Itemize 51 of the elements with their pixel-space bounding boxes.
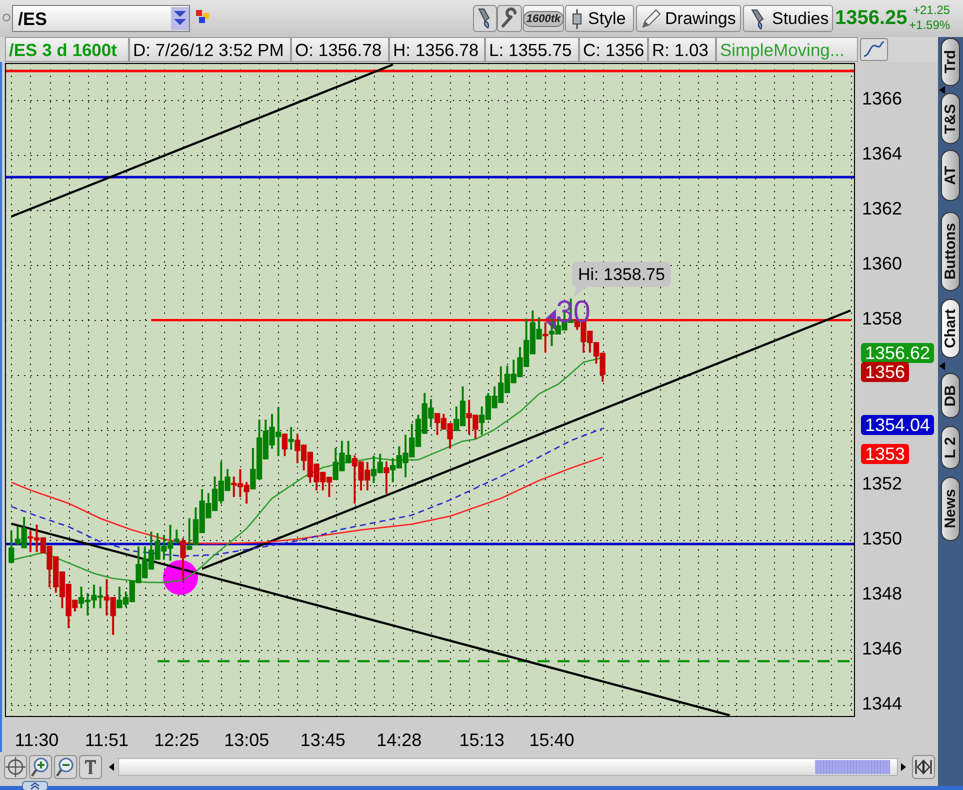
x-tick-label: 13:45 <box>300 730 346 750</box>
side-tab: Trd <box>941 38 960 86</box>
legend-label: SimpleMoving... <box>720 40 844 61</box>
y-tick-label: 1360 <box>862 254 902 274</box>
side-tab: DB <box>941 373 960 418</box>
y-tick-label: 1350 <box>862 528 902 549</box>
side-tab: AT <box>941 150 960 201</box>
text: 1356.62 <box>861 343 934 363</box>
symbol-field: /ES <box>12 5 190 32</box>
info-cell: D: 7/26/12 3:52 PM <box>129 37 291 62</box>
x-tick-label: 11:51 <box>84 730 129 750</box>
x-tick-label: 14:28 <box>376 730 422 750</box>
text: 1356 <box>861 362 910 382</box>
y-tick-label: 1366 <box>862 88 902 109</box>
text: 1356.25 <box>835 7 908 29</box>
toolbar-button: Style <box>565 5 634 32</box>
annotation: Hi: 1358.75 <box>578 264 665 286</box>
side-tab: Buttons <box>941 212 960 291</box>
toolbar-button: Drawings <box>636 5 741 32</box>
candlestick <box>186 518 192 550</box>
side-tab: L 2 <box>941 426 960 469</box>
y-tick-label: 1362 <box>862 198 902 219</box>
info-cell: L: 1355.75 <box>485 37 579 62</box>
info-cell: SimpleMoving... <box>716 37 858 62</box>
y-tick-label: 1348 <box>862 584 902 604</box>
chart-title: /ES 3 d 1600t <box>9 40 117 61</box>
y-tick-label: 1364 <box>862 144 902 164</box>
side-tab: News <box>941 477 960 541</box>
line-series <box>10 428 604 557</box>
x-tick-label: 15:13 <box>459 730 504 750</box>
side-tab: Chart <box>941 299 960 358</box>
info-cell: /ES 3 d 1600t <box>5 37 129 62</box>
text: +1.59% <box>909 18 950 32</box>
y-tick-label: 1352 <box>862 474 902 494</box>
text: 1354.04 <box>861 415 934 435</box>
toolbar-button: Studies <box>743 5 833 32</box>
side-tab: T&S <box>941 93 960 144</box>
info-cell: C: 1356 <box>579 37 648 62</box>
info-cell: R: 1.03 <box>648 37 716 62</box>
y-tick-label: 1346 <box>862 638 902 659</box>
x-tick-label: 15:40 <box>529 730 574 750</box>
text: 1353 <box>861 444 910 464</box>
y-tick-label: 1344 <box>862 694 902 714</box>
x-tick-label: 11:30 <box>14 730 59 750</box>
y-tick-label: 1358 <box>862 308 902 329</box>
text: +21.25 <box>913 3 950 17</box>
info-cell: O: 1356.78 <box>291 37 389 62</box>
x-tick-label: 12:25 <box>154 730 200 750</box>
x-tick-label: 13:05 <box>224 730 270 750</box>
toolbar-button: 1600tk <box>523 5 564 32</box>
info-cell: H: 1356.78 <box>389 37 485 62</box>
